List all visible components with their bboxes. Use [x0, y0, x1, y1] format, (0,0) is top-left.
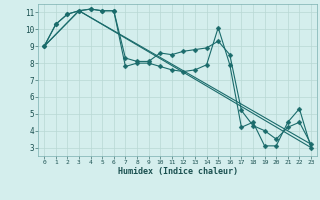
X-axis label: Humidex (Indice chaleur): Humidex (Indice chaleur) — [118, 167, 238, 176]
